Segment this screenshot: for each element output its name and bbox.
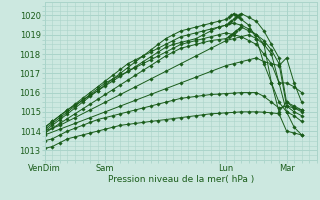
X-axis label: Pression niveau de la mer( hPa ): Pression niveau de la mer( hPa ) — [108, 175, 254, 184]
